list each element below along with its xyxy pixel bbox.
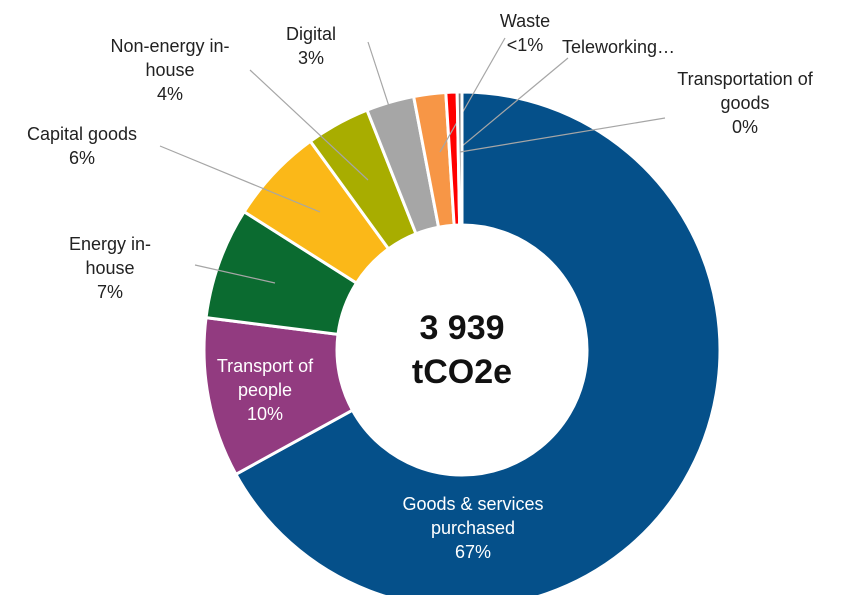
category-label: Teleworking… [562, 37, 676, 57]
value-label: <1% [506, 35, 544, 55]
category-label: Non-energy in-house [110, 36, 230, 80]
value-label: 10% [246, 404, 284, 424]
value-label: 6% [68, 148, 95, 168]
value-label: 4% [156, 84, 183, 104]
category-label: Waste [499, 11, 551, 31]
category-label: Digital [285, 24, 337, 44]
category-label: Transportation of goods [677, 69, 813, 113]
slice-label: Teleworking… [562, 35, 676, 59]
slice-label: Energy in-house 7% [50, 232, 170, 304]
slice-label: Transport of people 10% [195, 354, 335, 426]
leader-line [367, 41, 401, 141]
slice-label: Transportation of goods 0% [655, 67, 835, 139]
slice-label: Goods & services purchased 67% [373, 492, 573, 564]
leader-line [194, 264, 276, 284]
leader-line [439, 37, 506, 153]
slice-label: Capital goods 6% [2, 122, 162, 170]
slice-label: Waste <1% [490, 9, 560, 57]
center-label: 3 939 tCO2e [411, 309, 513, 391]
category-label: Transport of people [216, 356, 314, 400]
category-label: Energy in-house [68, 234, 152, 278]
donut-slice [455, 90, 464, 227]
leader-line [159, 145, 321, 213]
leader-line [459, 117, 666, 153]
value-label: 0% [731, 117, 758, 137]
leader-line [249, 69, 369, 181]
donut-slice [233, 90, 722, 595]
value-label: 7% [96, 282, 123, 302]
leader-line [454, 57, 569, 153]
slice-label: Non-energy in-house 4% [90, 34, 250, 106]
value-label: 3% [297, 48, 324, 68]
category-label: Capital goods [26, 124, 138, 144]
category-label: Goods & services purchased [402, 494, 544, 538]
value-label: 67% [454, 542, 492, 562]
slice-label: Digital 3% [266, 22, 356, 70]
